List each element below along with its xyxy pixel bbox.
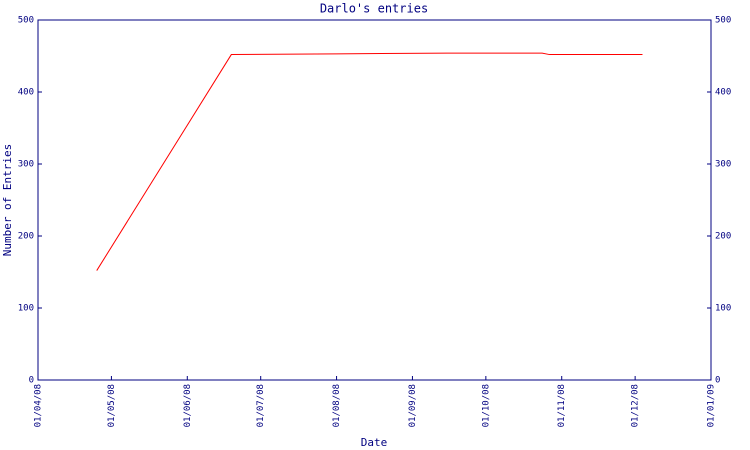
y2-tick-label: 500 — [715, 16, 731, 26]
y-tick-label: 0 — [29, 376, 34, 386]
y-tick-label: 300 — [18, 160, 34, 170]
x-tick-label: 01/08/08 — [332, 384, 342, 427]
y2-tick-label: 200 — [715, 232, 731, 242]
x-tick-label: 01/07/08 — [256, 384, 266, 427]
x-tick-label: 01/01/09 — [707, 384, 717, 427]
y-tick-label: 400 — [18, 88, 34, 98]
y-axis-label: Number of Entries — [1, 144, 14, 257]
y2-tick-label: 400 — [715, 88, 731, 98]
x-tick-label: 01/10/08 — [481, 384, 491, 427]
x-tick-label: 01/06/08 — [183, 384, 193, 427]
plot-frame — [37, 19, 712, 381]
x-axis-label: Date — [361, 436, 388, 449]
y2-tick-label: 0 — [715, 376, 720, 386]
x-tick-label: 01/12/08 — [631, 384, 641, 427]
data-line — [96, 52, 643, 271]
y-tick-label: 200 — [18, 232, 34, 242]
y2-tick-label: 100 — [715, 304, 731, 314]
x-tick-label: 01/04/08 — [34, 384, 44, 427]
x-tick-label: 01/05/08 — [107, 384, 117, 427]
x-tick-label: 01/09/08 — [408, 384, 418, 427]
y-tick-label: 500 — [18, 16, 34, 26]
y-tick-label: 100 — [18, 304, 34, 314]
x-tick-label: 01/11/08 — [557, 384, 567, 427]
chart-title: Darlo's entries — [320, 2, 428, 16]
y2-tick-label: 300 — [715, 160, 731, 170]
